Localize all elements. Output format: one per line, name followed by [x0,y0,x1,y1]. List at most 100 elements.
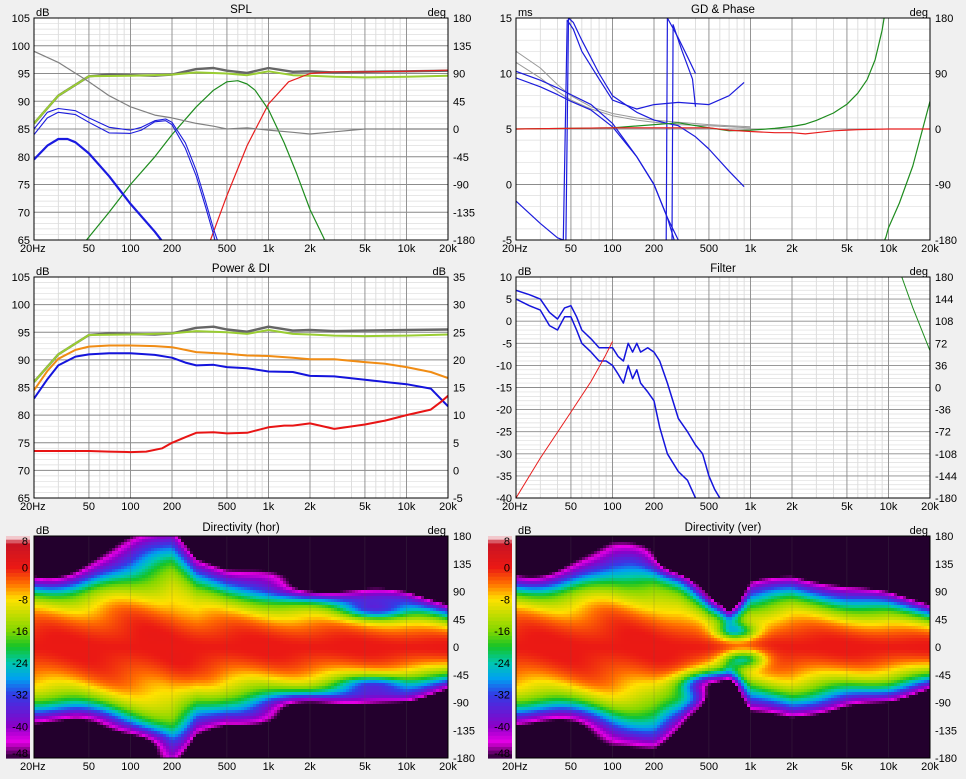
heatmap-cell [214,587,218,591]
heatmap-cell [115,572,119,576]
heatmap-cell [199,617,203,621]
heatmap-cell [154,563,158,567]
heatmap-cell [55,554,59,558]
heatmap-cell [100,731,104,735]
heatmap-cell [181,563,185,567]
heatmap-cell [211,635,215,639]
heatmap-cell [73,626,77,630]
heatmap-cell [205,749,209,753]
heatmap-cell [85,755,89,758]
heatmap-cell [172,656,176,660]
heatmap-cell [127,548,131,552]
heatmap-cell [208,566,212,570]
heatmap-cell [73,743,77,747]
heatmap-cell [139,638,143,642]
x-tick-label: 50 [83,243,95,255]
heatmap-cell [142,656,146,660]
heatmap-cell [82,752,86,756]
heatmap-cell [175,746,179,750]
heatmap-cell [157,668,161,672]
heatmap-cell [121,635,125,639]
heatmap-cell [64,710,68,714]
heatmap-cell [133,737,137,741]
series-line [34,111,216,240]
heatmap-cell [46,734,50,738]
heatmap-cell [85,593,89,597]
heatmap-cell [127,698,131,702]
heatmap-cell [121,536,125,540]
heatmap-cell [49,569,53,573]
heatmap-cell [205,551,209,555]
heatmap-cell [40,539,44,543]
heatmap-cell [106,536,110,540]
heatmap-cell [79,704,83,708]
heatmap-cell [193,608,197,612]
y2-unit-label: deg [910,7,928,19]
heatmap-cell [58,635,62,639]
heatmap-cell [37,632,41,636]
heatmap-cell [208,686,212,690]
heatmap-cell [40,683,44,687]
heatmap-cell [190,707,194,711]
heatmap-cell [103,584,107,588]
heatmap-cell [115,698,119,702]
heatmap-cell [154,554,158,558]
heatmap-cell [106,680,110,684]
heatmap-cell [79,689,83,693]
heatmap-cell [205,635,209,639]
heatmap-cell [94,554,98,558]
heatmap-cell [208,671,212,675]
heatmap-cell [40,572,44,576]
heatmap-cell [202,581,206,585]
heatmap-cell [88,554,92,558]
heatmap-cell [205,674,209,678]
heatmap-cell [163,668,167,672]
heatmap-cell [163,581,167,585]
heatmap-cell [145,566,149,570]
heatmap-cell [61,611,65,615]
heatmap-cell [172,593,176,597]
heatmap-cell [199,563,203,567]
y-tick-label: 65 [18,235,30,247]
heatmap-cell [145,569,149,573]
heatmap-cell [199,548,203,552]
heatmap-cell [136,671,140,675]
heatmap-cell [43,644,47,648]
heatmap-cell [166,674,170,678]
heatmap-cell [154,590,158,594]
heatmap-cell [91,701,95,705]
heatmap-cell [112,722,116,726]
heatmap-cell [172,551,176,555]
heatmap-cell [76,599,80,603]
heatmap-cell [94,689,98,693]
heatmap-cell [46,587,50,591]
heatmap-cell [112,572,116,576]
heatmap-cell [115,650,119,654]
heatmap-cell [103,689,107,693]
heatmap-cell [73,638,77,642]
heatmap-cell [211,620,215,624]
heatmap-cell [142,644,146,648]
heatmap-cell [43,557,47,561]
heatmap-cell [61,647,65,651]
heatmap-cell [190,620,194,624]
heatmap-cell [100,614,104,618]
heatmap-cell [130,566,134,570]
heatmap-cell [130,668,134,672]
heatmap-cell [142,542,146,546]
heatmap-cell [73,578,77,582]
heatmap-cell [70,656,74,660]
heatmap-cell [70,665,74,669]
heatmap-cell [103,746,107,750]
heatmap-cell [187,725,191,729]
heatmap-cell [82,536,86,540]
heatmap-cell [172,692,176,696]
heatmap-cell [187,683,191,687]
heatmap-cell [205,659,209,663]
heatmap-cell [112,731,116,735]
heatmap-cell [208,575,212,579]
heatmap-cell [157,752,161,756]
heatmap-cell [67,608,71,612]
heatmap-cell [175,656,179,660]
heatmap-cell [169,617,173,621]
